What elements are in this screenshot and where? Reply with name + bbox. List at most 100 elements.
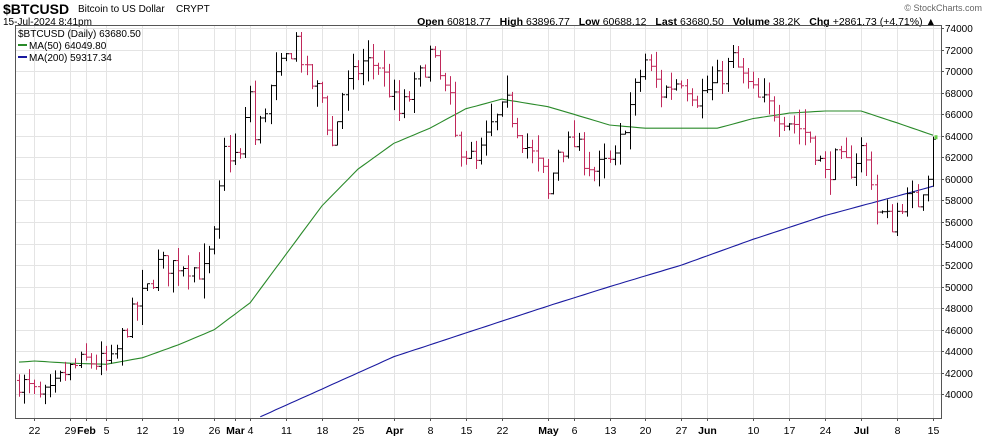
ohlc-bar <box>690 88 695 107</box>
ohlc-bar <box>197 252 202 280</box>
y-tick-label: 70000 <box>945 67 973 78</box>
ohlc-bar <box>638 69 643 92</box>
ohlc-bar <box>238 148 243 159</box>
ohlc-bar <box>243 106 248 158</box>
ohlc-bar <box>258 115 263 144</box>
x-tick-label: 15 <box>461 425 473 437</box>
ohlc-bar <box>371 44 376 80</box>
y-tick-label: 54000 <box>945 240 973 251</box>
ohlc-bar <box>849 145 854 179</box>
legend-ma200: MA(200) 59317.34 <box>29 53 112 64</box>
ohlc-bar <box>885 199 890 219</box>
ohlc-bar <box>217 180 222 239</box>
ohlc-bar <box>890 204 895 233</box>
ohlc-bar <box>248 85 253 123</box>
chart-date: 15-Jul-2024 8:41pm <box>3 17 92 28</box>
x-month-label: Jul <box>854 425 869 437</box>
ohlc-bar <box>469 141 474 159</box>
x-tick-label: 26 <box>209 425 221 437</box>
ohlc-bar <box>649 54 654 72</box>
ohlc-bar <box>376 62 381 75</box>
ohlc-bar <box>84 343 89 361</box>
ohlc-bar <box>53 370 58 393</box>
y-tick-label: 62000 <box>945 153 973 164</box>
ohlc-bar <box>808 131 813 143</box>
ohlc-bar <box>510 91 515 128</box>
legend-price: $BTCUSD (Daily) 63680.50 <box>18 29 141 40</box>
ohlc-bar <box>38 381 43 398</box>
ohlc-bar <box>715 59 720 84</box>
ohlc-bar <box>556 149 561 181</box>
ohlc-bar <box>926 175 931 202</box>
chart-grid <box>16 26 941 418</box>
ohlc-bar <box>279 53 284 76</box>
ohlc-bar <box>474 140 479 169</box>
ohlc-bar <box>448 76 453 105</box>
ohlc-bar <box>89 353 94 369</box>
ohlc-bar <box>530 139 535 164</box>
ohlc-bar <box>186 255 191 290</box>
ohlc-bar <box>228 135 233 173</box>
ohlc-bar <box>330 115 335 147</box>
ohlc-bar <box>767 82 772 115</box>
ohlc-bar <box>68 363 73 381</box>
y-tick-label: 66000 <box>945 110 973 121</box>
x-tick-label: 24 <box>820 425 832 437</box>
y-tick-label: 56000 <box>945 218 973 229</box>
ohlc-bar <box>366 40 371 82</box>
ohlc-bar <box>99 341 104 376</box>
ohlc-bar <box>305 55 310 76</box>
ohlc-bar <box>397 80 402 122</box>
ohlc-bar <box>751 71 756 89</box>
ohlc-bar <box>166 255 171 287</box>
x-tick-label: 22 <box>29 425 41 437</box>
ohlc-bar <box>140 269 145 325</box>
ohlc-bar <box>207 245 212 274</box>
x-tick-label: 10 <box>748 425 760 437</box>
ohlc-bar <box>253 80 258 146</box>
ohlc-bar <box>566 131 571 159</box>
ohlc-bar <box>628 92 633 150</box>
ohlc-bar <box>875 174 880 225</box>
x-month-label: May <box>538 425 559 437</box>
chart-legend: $BTCUSD (Daily) 63680.50 MA(50) 64049.80… <box>18 29 141 64</box>
ohlc-bar <box>125 328 130 338</box>
ohlc-bar <box>674 79 679 91</box>
ohlc-bar <box>792 115 797 134</box>
x-tick-label: 20 <box>640 425 652 437</box>
ohlc-bar <box>587 151 592 177</box>
exchange-label: CRYPT <box>176 4 210 15</box>
ohlc-bar <box>212 226 217 255</box>
ohlc-bar <box>263 108 268 123</box>
ohlc-bar <box>880 210 885 214</box>
ohlc-bar <box>756 77 761 98</box>
ohlc-bar <box>382 50 387 87</box>
ohlc-bar <box>484 120 489 156</box>
ohlc-bar <box>233 133 238 165</box>
ohlc-bar <box>869 151 874 190</box>
ma50-line <box>18 98 934 365</box>
ohlc-bar <box>772 96 777 122</box>
y-tick-label: 44000 <box>945 347 973 358</box>
x-tick-label: 13 <box>605 425 617 437</box>
ohlc-bar <box>700 78 705 119</box>
ohlc-bar <box>643 53 648 80</box>
ohlc-bar <box>608 150 613 163</box>
ohlc-bars <box>17 32 938 405</box>
x-tick-label: 29 <box>65 425 77 437</box>
ohlc-bar <box>500 101 505 117</box>
ohlc-bar <box>145 283 150 292</box>
ohlc-bar <box>633 78 638 116</box>
ohlc-bar <box>695 95 700 108</box>
y-tick-label: 64000 <box>945 132 973 143</box>
x-tick-label: 4 <box>248 425 254 437</box>
x-tick-label: 17 <box>784 425 796 437</box>
ticker-symbol: $BTCUSD <box>3 1 70 17</box>
x-tick-label: 15 <box>928 425 940 437</box>
x-month-label: Jun <box>698 425 717 437</box>
ohlc-bar <box>104 345 109 371</box>
ohlc-bar <box>741 57 746 84</box>
ohlc-bar <box>115 344 120 359</box>
ohlc-bar <box>274 52 279 101</box>
ohlc-bar <box>787 123 792 131</box>
